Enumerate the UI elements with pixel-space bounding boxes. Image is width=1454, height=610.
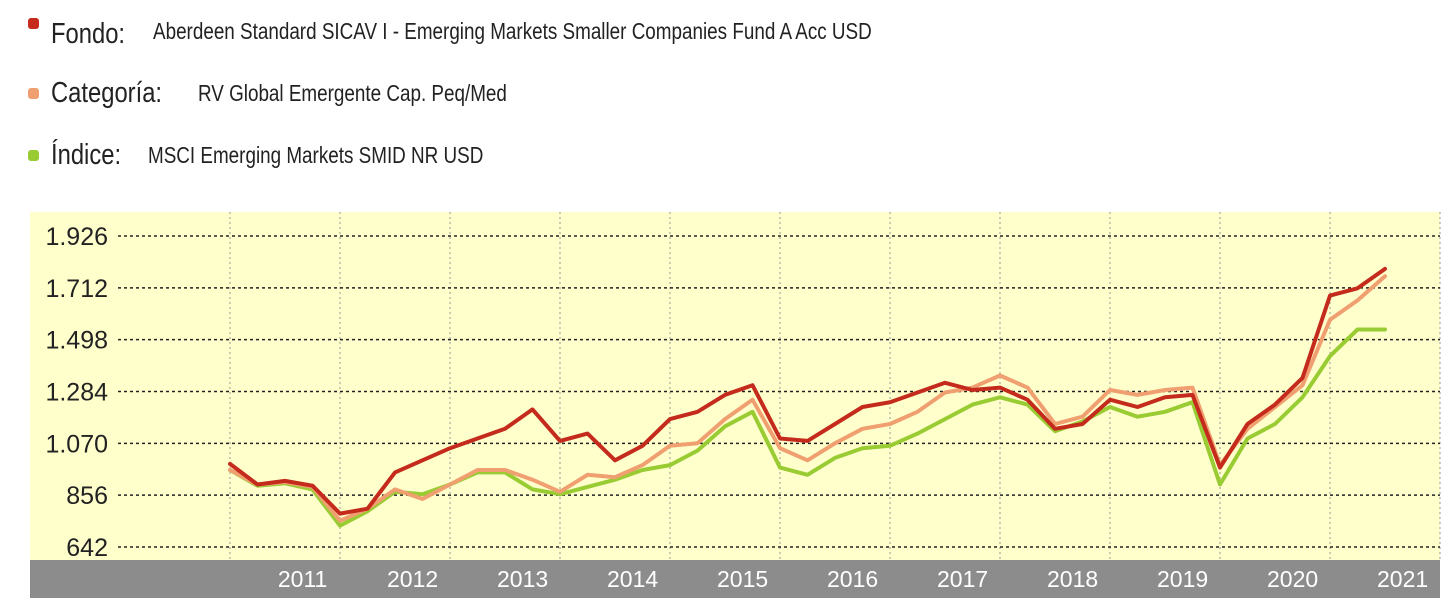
legend-value: RV Global Emergente Cap. Peq/Med — [198, 79, 508, 106]
legend-label: Índice: — [51, 138, 122, 171]
y-tick-label: 1.284 — [45, 379, 108, 407]
series-line-fondo — [228, 266, 1387, 516]
categoria-color-swatch — [28, 87, 39, 99]
x-tick-label: 2013 — [497, 566, 548, 592]
x-tick-label: 2020 — [1267, 566, 1318, 592]
fondo-color-swatch — [28, 18, 39, 29]
y-tick-label: 856 — [66, 482, 108, 510]
vertical-gridlines — [229, 212, 1441, 560]
x-tick-label: 2018 — [1047, 566, 1098, 592]
x-tick-label: 2021 — [1377, 566, 1428, 592]
series-line-indice — [228, 327, 1387, 528]
x-tick-label: 2015 — [717, 566, 768, 592]
x-axis-labels: 2011 2012 2013 2014 2015 2016 2017 2018 2019 2020… — [278, 566, 1428, 592]
legend-item-categoria: Categoría: RV Global Emergente Cap. Peq/… — [28, 62, 1030, 124]
series-lines — [228, 266, 1387, 528]
y-tick-label: 642 — [66, 534, 108, 562]
chart-legend: Fondo: Aberdeen Standard SICAV I - Emerg… — [28, 14, 1030, 186]
legend-value: MSCI Emerging Markets SMID NR USD — [148, 141, 484, 168]
legend-label: Categoría: — [51, 76, 163, 109]
x-tick-label: 2019 — [1157, 566, 1208, 592]
x-tick-label: 2011 — [278, 566, 327, 592]
x-tick-label: 2017 — [937, 566, 988, 592]
y-tick-label: 1.070 — [45, 430, 108, 458]
legend-value: Aberdeen Standard SICAV I - Emerging Mar… — [153, 18, 873, 44]
y-tick-label: 1.712 — [45, 275, 108, 303]
y-tick-label: 1.926 — [45, 223, 108, 251]
plot-background — [30, 212, 1440, 560]
indice-color-swatch — [28, 149, 39, 161]
x-axis-bar — [30, 560, 1440, 598]
x-tick-label: 2016 — [827, 566, 878, 592]
series-line-categoria — [228, 274, 1387, 523]
y-axis-labels: 642 856 1.070 1.284 1.498 1.712 1.926 — [45, 223, 108, 562]
legend-item-indice: Índice: MSCI Emerging Markets SMID NR US… — [28, 124, 1030, 186]
y-tick-label: 1.498 — [45, 327, 108, 355]
x-tick-label: 2014 — [607, 566, 658, 592]
x-tick-label: 2012 — [387, 566, 438, 592]
legend-label: Fondo: — [51, 18, 126, 50]
legend-item-fondo: Fondo: Aberdeen Standard SICAV I - Emerg… — [28, 14, 1030, 62]
